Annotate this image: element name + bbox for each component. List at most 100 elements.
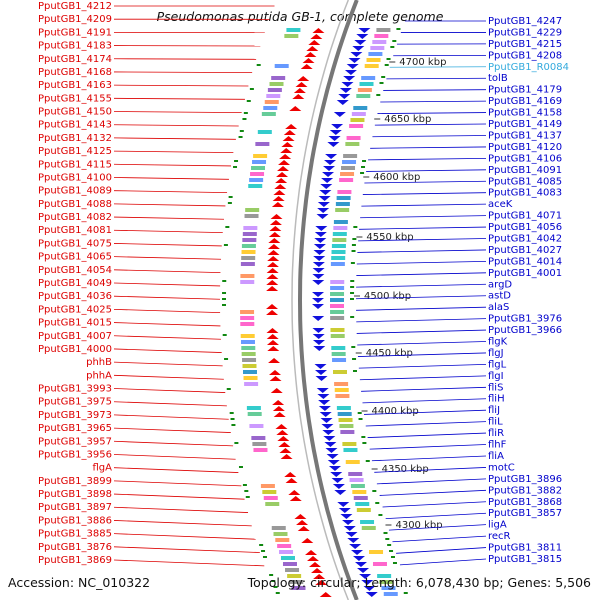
gc-mark [238, 466, 243, 468]
outer-track-line [291, 0, 349, 600]
leader-line [113, 533, 256, 540]
reverse-gene-arrow [345, 532, 358, 537]
cog-strip [332, 232, 347, 236]
reverse-gene-arrow [351, 550, 364, 555]
cog-strip [332, 358, 347, 362]
gene-label-left: PputGB1_4036 [38, 291, 112, 302]
cog-strip [257, 130, 272, 134]
gene-label-left: PputGB1_3975 [38, 397, 112, 408]
forward-gene-arrow [293, 88, 306, 93]
reverse-gene-arrow [323, 166, 336, 171]
gene-label-left: PputGB1_4049 [38, 278, 112, 289]
forward-gene-arrow [283, 130, 296, 135]
gc-mark [273, 586, 278, 588]
gc-mark [350, 262, 355, 264]
cog-strip [330, 298, 345, 302]
cog-strip [242, 358, 257, 362]
gc-mark [384, 64, 389, 66]
cog-strip [240, 334, 255, 338]
cog-strip [330, 286, 345, 290]
cog-strip [249, 424, 264, 428]
forward-gene-arrow [301, 538, 314, 543]
cog-strip [342, 442, 357, 446]
gene-label-left: PputGB1_3898 [38, 489, 112, 500]
gene-label-right: alaS [488, 302, 509, 313]
reverse-gene-arrow [324, 442, 337, 447]
gc-mark [352, 370, 357, 372]
cog-strip [357, 88, 372, 92]
gene-label-right: PputGB1_4149 [488, 119, 562, 130]
cog-strip [332, 370, 347, 374]
cog-strip [241, 346, 256, 350]
gene-label-right: PputGB1_3857 [488, 508, 562, 519]
reverse-gene-arrow [320, 418, 333, 423]
reverse-gene-arrow [342, 520, 355, 525]
forward-gene-arrow [300, 64, 313, 69]
forward-gene-arrow [296, 520, 309, 525]
gc-mark [234, 160, 239, 162]
reverse-gene-arrow [312, 316, 325, 321]
gc-mark [227, 202, 232, 204]
reverse-gene-arrow [312, 262, 325, 267]
scale-tick-label: 4650 kbp [384, 114, 431, 125]
reverse-gene-arrow [312, 304, 325, 309]
gene-label-left: PputGB1_4081 [38, 225, 112, 236]
leader-line [361, 203, 487, 207]
cog-strip [330, 328, 345, 332]
gc-mark [352, 238, 357, 240]
gc-mark [256, 64, 261, 66]
gc-mark [378, 514, 383, 516]
cog-strip [249, 178, 264, 182]
scale-tick-label: 4350 kbp [382, 464, 429, 475]
gene-label-left: PputGB1_3973 [38, 410, 112, 421]
cog-strip [361, 526, 376, 530]
leader-line [113, 401, 227, 407]
gene-label-right: argD [488, 279, 512, 290]
reverse-gene-arrow [327, 142, 340, 147]
reverse-gene-arrow [354, 562, 367, 567]
gene-label-right: PputGB1_4014 [488, 256, 562, 267]
gc-mark [242, 484, 247, 486]
cog-strip [330, 292, 345, 296]
cog-strip [252, 442, 267, 446]
gene-label-right: fliL [488, 417, 503, 428]
forward-gene-arrow [304, 52, 317, 57]
gene-label-left: phhB [86, 357, 112, 368]
gc-mark [259, 544, 264, 546]
leader-line [113, 282, 221, 287]
leader-line [113, 308, 221, 313]
reverse-gene-arrow [356, 34, 369, 39]
gc-mark [230, 418, 235, 420]
cog-strip [331, 346, 346, 350]
cog-strip [248, 184, 263, 188]
reverse-gene-arrow [331, 478, 344, 483]
cog-strip [355, 502, 370, 506]
cog-strip [241, 250, 256, 254]
cog-strip [346, 136, 361, 140]
cog-strip [269, 82, 284, 86]
gene-label-left: PputGB1_3965 [38, 423, 112, 434]
forward-gene-arrow [271, 202, 284, 207]
gene-label-left: PputGB1_4163 [38, 80, 112, 91]
leader-line [113, 414, 229, 420]
forward-gene-arrow [297, 526, 310, 531]
gene-label-left: PputGB1_4082 [38, 212, 112, 223]
gene-label-left: PputGB1_3956 [38, 449, 112, 460]
reverse-gene-arrow [337, 502, 350, 507]
gene-label-left: PputGB1_4132 [38, 133, 112, 144]
forward-gene-arrow [289, 496, 302, 501]
forward-gene-arrow [295, 82, 308, 87]
forward-gene-arrow [272, 400, 285, 405]
gc-mark [387, 544, 392, 546]
leader-line [356, 283, 487, 288]
forward-gene-arrow [268, 232, 281, 237]
reverse-gene-arrow [313, 256, 326, 261]
leader-line [113, 124, 239, 127]
gene-label-right: fliA [488, 451, 504, 462]
forward-gene-arrow [267, 250, 280, 255]
forward-gene-arrow [266, 262, 279, 267]
cog-strip [349, 124, 364, 128]
gc-mark [222, 292, 227, 294]
reverse-gene-arrow [312, 280, 325, 285]
map-title: Pseudomonas putida GB-1, complete genome [156, 9, 444, 24]
